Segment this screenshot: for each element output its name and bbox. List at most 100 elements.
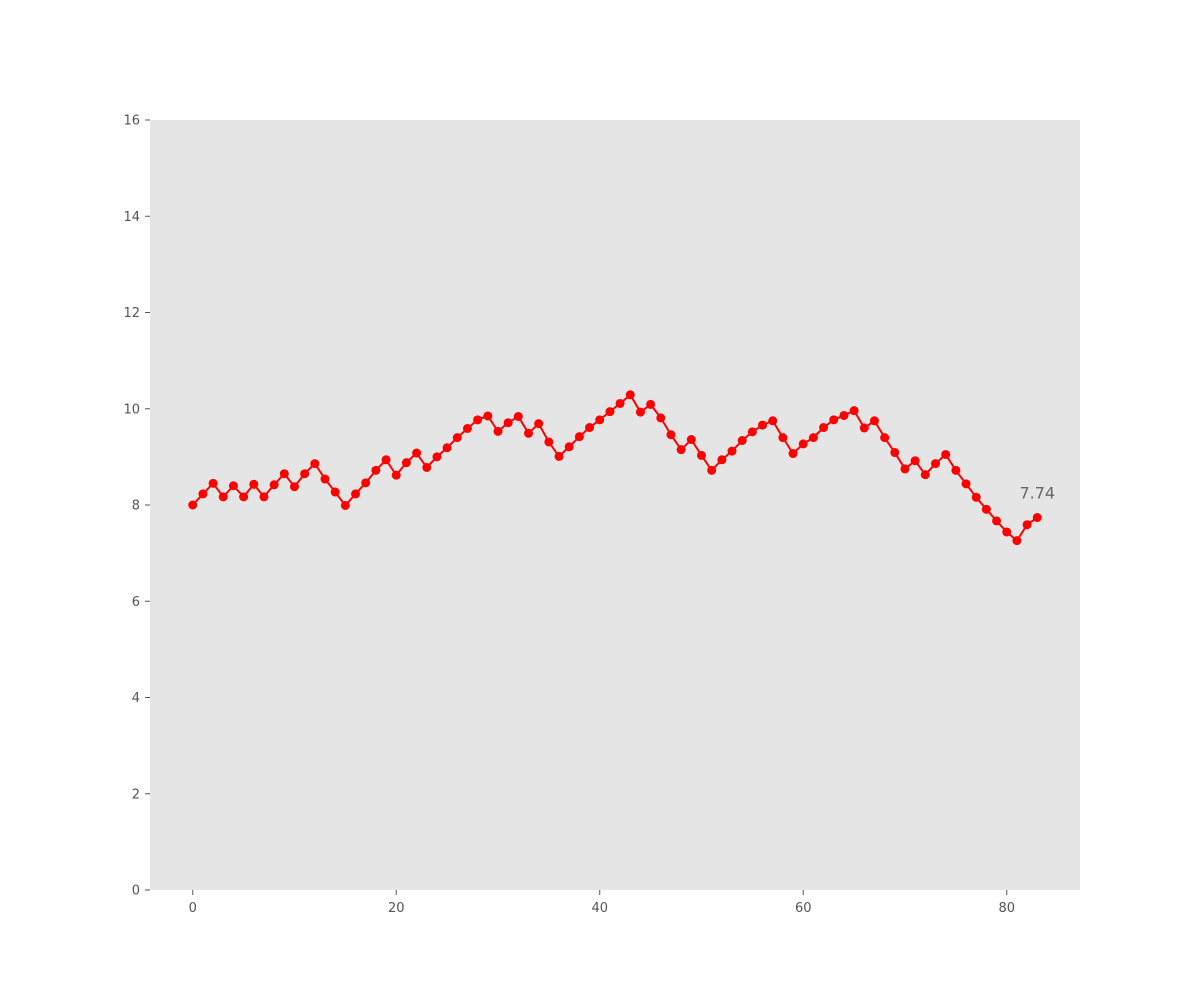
data-point: [696, 450, 706, 460]
data-point: [788, 449, 798, 459]
data-point: [432, 452, 442, 462]
data-point: [1002, 527, 1012, 537]
x-tick-label: 20: [388, 901, 405, 916]
x-tick-label: 0: [189, 901, 197, 916]
data-point: [452, 433, 462, 443]
data-point: [778, 433, 788, 443]
data-point: [971, 492, 981, 502]
data-point: [859, 423, 869, 433]
data-point: [361, 478, 371, 488]
data-point: [198, 489, 208, 499]
data-point: [646, 399, 656, 409]
data-point: [625, 390, 635, 400]
data-point: [951, 465, 961, 475]
data-point: [330, 487, 340, 497]
data-point: [615, 398, 625, 408]
data-point: [188, 500, 198, 510]
data-point: [1022, 520, 1032, 530]
data-point: [249, 479, 259, 489]
data-point: [483, 411, 493, 421]
plot-area: [150, 120, 1080, 890]
data-point: [910, 456, 920, 466]
data-point: [340, 500, 350, 510]
x-tick-label: 60: [795, 901, 812, 916]
data-point: [462, 423, 472, 433]
data-point: [228, 481, 238, 491]
data-point: [981, 504, 991, 514]
data-point: [635, 407, 645, 417]
data-point: [849, 406, 859, 416]
data-point: [829, 415, 839, 425]
data-point: [218, 492, 228, 502]
data-point: [269, 480, 279, 490]
data-point: [605, 407, 615, 417]
data-point: [686, 435, 696, 445]
data-point: [839, 410, 849, 420]
x-tick-label: 40: [591, 901, 608, 916]
series-layer: [188, 390, 1042, 546]
data-point: [890, 448, 900, 458]
data-point: [503, 418, 513, 428]
data-point: [992, 516, 1002, 526]
y-tick-label: 16: [123, 114, 140, 129]
data-point: [717, 455, 727, 465]
data-point: [931, 459, 941, 469]
y-axis: 0 2 4 6 8 10 12 14 16: [123, 114, 150, 899]
data-point: [880, 433, 890, 443]
y-tick-label: 6: [132, 595, 140, 610]
data-point: [371, 465, 381, 475]
data-point: [279, 469, 289, 479]
data-point: [758, 420, 768, 430]
data-point: [737, 436, 747, 446]
annotation-layer: 7.74: [1019, 484, 1055, 503]
data-point: [666, 430, 676, 440]
y-tick-label: 10: [123, 402, 140, 417]
data-point: [900, 464, 910, 474]
data-point: [493, 426, 503, 436]
data-point: [391, 470, 401, 480]
data-point: [727, 446, 737, 456]
data-point: [310, 459, 320, 469]
data-point: [401, 458, 411, 468]
data-point: [524, 428, 534, 438]
x-axis: 0 20 40 60 80: [189, 890, 1015, 916]
data-point: [320, 474, 330, 484]
data-point: [351, 489, 361, 499]
data-point: [798, 439, 808, 449]
data-point: [554, 451, 564, 461]
data-point: [381, 455, 391, 465]
data-point: [473, 415, 483, 425]
data-point: [676, 445, 686, 455]
y-tick-label: 2: [132, 787, 140, 802]
data-point: [259, 492, 269, 502]
y-tick-label: 0: [132, 884, 140, 899]
data-point: [289, 482, 299, 492]
x-tick-label: 80: [998, 901, 1015, 916]
data-point: [808, 433, 818, 443]
data-point: [300, 469, 310, 479]
data-point: [574, 432, 584, 442]
y-tick-label: 8: [132, 499, 140, 514]
data-point: [920, 470, 930, 480]
data-point: [941, 449, 951, 459]
data-point: [422, 462, 432, 472]
data-point: [544, 437, 554, 447]
y-tick-label: 14: [123, 210, 140, 225]
data-point: [513, 411, 523, 421]
y-tick-label: 12: [123, 306, 140, 321]
data-point: [208, 478, 218, 488]
data-point: [442, 443, 452, 453]
data-point: [239, 492, 249, 502]
data-point: [747, 427, 757, 437]
data-point: [656, 413, 666, 423]
y-tick-label: 4: [132, 691, 140, 706]
data-point: [1032, 513, 1042, 523]
data-point: [1012, 536, 1022, 546]
data-point: [961, 479, 971, 489]
data-point: [595, 415, 605, 425]
data-point: [585, 423, 595, 433]
data-point: [412, 448, 422, 458]
last-value-annotation: 7.74: [1019, 484, 1055, 503]
data-point: [534, 419, 544, 429]
